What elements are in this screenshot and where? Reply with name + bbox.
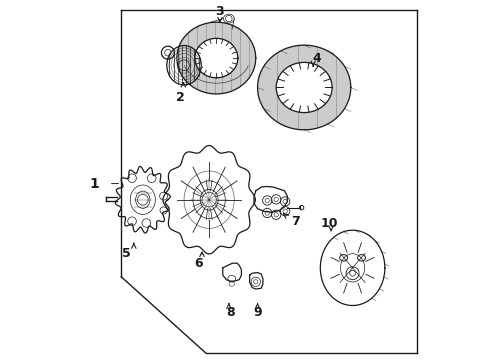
Text: 7: 7 <box>291 215 299 228</box>
Text: 4: 4 <box>312 51 321 64</box>
Text: 2: 2 <box>176 91 185 104</box>
Text: 3: 3 <box>216 5 224 18</box>
Text: 5: 5 <box>122 247 131 260</box>
Text: 1: 1 <box>90 177 99 190</box>
Text: 10: 10 <box>320 216 338 230</box>
Circle shape <box>299 206 304 210</box>
Text: 8: 8 <box>226 306 235 319</box>
Text: 6: 6 <box>194 257 203 270</box>
Text: 9: 9 <box>253 306 262 319</box>
